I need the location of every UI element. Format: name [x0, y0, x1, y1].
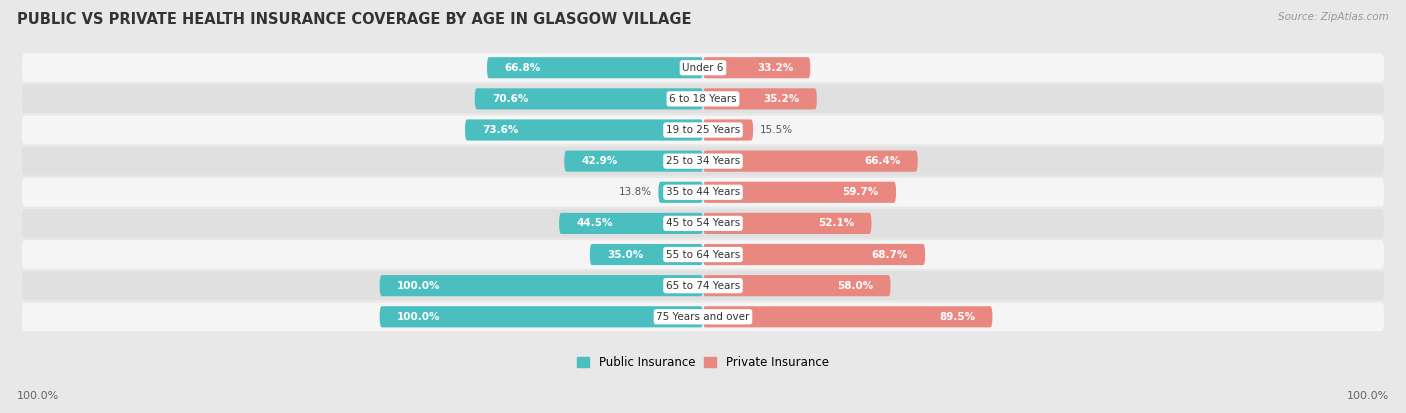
- Text: 19 to 25 Years: 19 to 25 Years: [666, 125, 740, 135]
- Text: 89.5%: 89.5%: [939, 312, 976, 322]
- Text: 15.5%: 15.5%: [761, 125, 793, 135]
- Text: 35 to 44 Years: 35 to 44 Years: [666, 187, 740, 197]
- FancyBboxPatch shape: [564, 151, 703, 172]
- Text: 25 to 34 Years: 25 to 34 Years: [666, 156, 740, 166]
- FancyBboxPatch shape: [703, 57, 810, 78]
- FancyBboxPatch shape: [465, 119, 703, 140]
- FancyBboxPatch shape: [703, 306, 993, 328]
- FancyBboxPatch shape: [22, 178, 1384, 206]
- Text: 100.0%: 100.0%: [396, 281, 440, 291]
- Text: 42.9%: 42.9%: [582, 156, 617, 166]
- FancyBboxPatch shape: [22, 116, 1384, 144]
- Text: 68.7%: 68.7%: [872, 249, 908, 259]
- FancyBboxPatch shape: [658, 182, 703, 203]
- Text: 65 to 74 Years: 65 to 74 Years: [666, 281, 740, 291]
- FancyBboxPatch shape: [703, 213, 872, 234]
- Text: 45 to 54 Years: 45 to 54 Years: [666, 218, 740, 228]
- FancyBboxPatch shape: [22, 209, 1384, 238]
- FancyBboxPatch shape: [703, 182, 896, 203]
- FancyBboxPatch shape: [560, 213, 703, 234]
- Text: Source: ZipAtlas.com: Source: ZipAtlas.com: [1278, 12, 1389, 22]
- FancyBboxPatch shape: [703, 119, 754, 140]
- Text: 44.5%: 44.5%: [576, 218, 613, 228]
- Text: 52.1%: 52.1%: [818, 218, 855, 228]
- Text: 58.0%: 58.0%: [837, 281, 873, 291]
- FancyBboxPatch shape: [22, 302, 1384, 331]
- FancyBboxPatch shape: [22, 53, 1384, 82]
- FancyBboxPatch shape: [703, 151, 918, 172]
- Text: 66.4%: 66.4%: [865, 156, 900, 166]
- FancyBboxPatch shape: [22, 240, 1384, 269]
- Text: 70.6%: 70.6%: [492, 94, 529, 104]
- FancyBboxPatch shape: [22, 147, 1384, 176]
- FancyBboxPatch shape: [22, 85, 1384, 113]
- Text: 55 to 64 Years: 55 to 64 Years: [666, 249, 740, 259]
- Text: 66.8%: 66.8%: [505, 63, 540, 73]
- FancyBboxPatch shape: [703, 275, 890, 296]
- FancyBboxPatch shape: [380, 306, 703, 328]
- Legend: Public Insurance, Private Insurance: Public Insurance, Private Insurance: [575, 354, 831, 371]
- Text: Under 6: Under 6: [682, 63, 724, 73]
- Text: 35.0%: 35.0%: [607, 249, 644, 259]
- FancyBboxPatch shape: [475, 88, 703, 109]
- Text: 100.0%: 100.0%: [1347, 391, 1389, 401]
- Text: 73.6%: 73.6%: [482, 125, 519, 135]
- Text: 33.2%: 33.2%: [756, 63, 793, 73]
- Text: 35.2%: 35.2%: [763, 94, 800, 104]
- FancyBboxPatch shape: [22, 271, 1384, 300]
- Text: 59.7%: 59.7%: [842, 187, 879, 197]
- FancyBboxPatch shape: [380, 275, 703, 296]
- Text: 100.0%: 100.0%: [396, 312, 440, 322]
- Text: 100.0%: 100.0%: [17, 391, 59, 401]
- FancyBboxPatch shape: [591, 244, 703, 265]
- Text: 75 Years and over: 75 Years and over: [657, 312, 749, 322]
- FancyBboxPatch shape: [703, 88, 817, 109]
- FancyBboxPatch shape: [486, 57, 703, 78]
- Text: 6 to 18 Years: 6 to 18 Years: [669, 94, 737, 104]
- FancyBboxPatch shape: [703, 244, 925, 265]
- Text: 13.8%: 13.8%: [619, 187, 651, 197]
- Text: PUBLIC VS PRIVATE HEALTH INSURANCE COVERAGE BY AGE IN GLASGOW VILLAGE: PUBLIC VS PRIVATE HEALTH INSURANCE COVER…: [17, 12, 692, 27]
